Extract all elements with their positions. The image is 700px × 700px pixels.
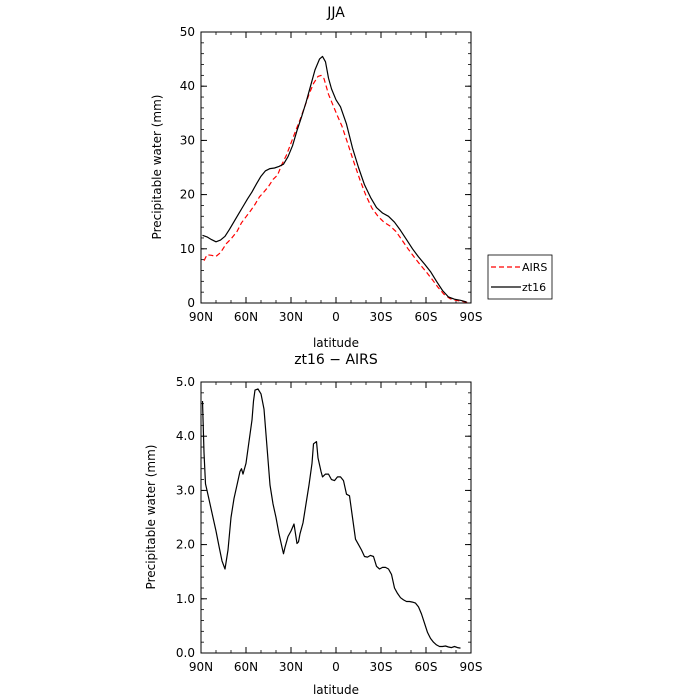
y-tick-label: 10 (180, 242, 195, 256)
x-tick-label: 90N (189, 310, 213, 324)
legend-label-airs: AIRS (522, 261, 547, 274)
y-tick-label: 0 (187, 296, 195, 310)
y-tick-label: 2.0 (176, 538, 195, 552)
x-tick-label: 30N (279, 310, 303, 324)
chart-title: zt16 − AIRS (294, 352, 378, 368)
x-tick-label: 60S (415, 660, 438, 674)
x-axis-label: latitude (313, 336, 359, 350)
plot-frame (200, 31, 472, 304)
series-line-airs (203, 74, 469, 304)
x-tick-label: 60N (234, 310, 258, 324)
x-tick-label: 90S (460, 660, 483, 674)
tick-group: 90N 60N 30N 0 30S 60S 90S 0.0 1.0 2.0 3.0 4.0 5.0 (176, 375, 483, 674)
series-line-diff (201, 388, 461, 649)
x-tick-label: 30S (370, 310, 393, 324)
x-tick-label: 30N (279, 660, 303, 674)
x-tick-label: 0 (332, 310, 340, 324)
y-tick-label: 20 (180, 188, 195, 202)
x-tick-label: 60N (234, 660, 258, 674)
tick-group: 90N 60N 30N 0 30S 60S 90S 0 10 20 30 40 50 (180, 25, 483, 324)
y-tick-label: 40 (180, 79, 195, 93)
y-tick-label: 30 (180, 133, 195, 147)
legend: AIRS zt16 (487, 254, 553, 300)
y-tick-label: 4.0 (176, 429, 195, 443)
y-tick-label: 1.0 (176, 592, 195, 606)
x-axis-label: latitude (313, 683, 359, 697)
panel-diff: zt16 − AIRS latitude Precipitable water … (144, 352, 482, 697)
y-tick-label: 5.0 (176, 375, 195, 389)
y-axis-label: Precipitable water (mm) (144, 445, 158, 590)
series-group (202, 55, 469, 304)
series-line-zt16 (202, 55, 467, 303)
x-tick-label: 30S (370, 660, 393, 674)
series-group (201, 388, 461, 649)
x-tick-label: 0 (332, 660, 340, 674)
chart-title: JJA (326, 5, 345, 21)
legend-label-zt16: zt16 (522, 281, 546, 294)
y-tick-label: 50 (180, 25, 195, 39)
panel-jja: JJA latitude Precipitable water (mm) 90N… (150, 5, 553, 350)
y-tick-label: 3.0 (176, 483, 195, 497)
x-tick-label: 60S (415, 310, 438, 324)
y-tick-label: 0.0 (176, 646, 195, 660)
x-tick-label: 90N (189, 660, 213, 674)
y-axis-label: Precipitable water (mm) (150, 95, 164, 240)
legend-box (487, 254, 553, 300)
x-tick-label: 90S (460, 310, 483, 324)
plot-frame (200, 381, 472, 654)
